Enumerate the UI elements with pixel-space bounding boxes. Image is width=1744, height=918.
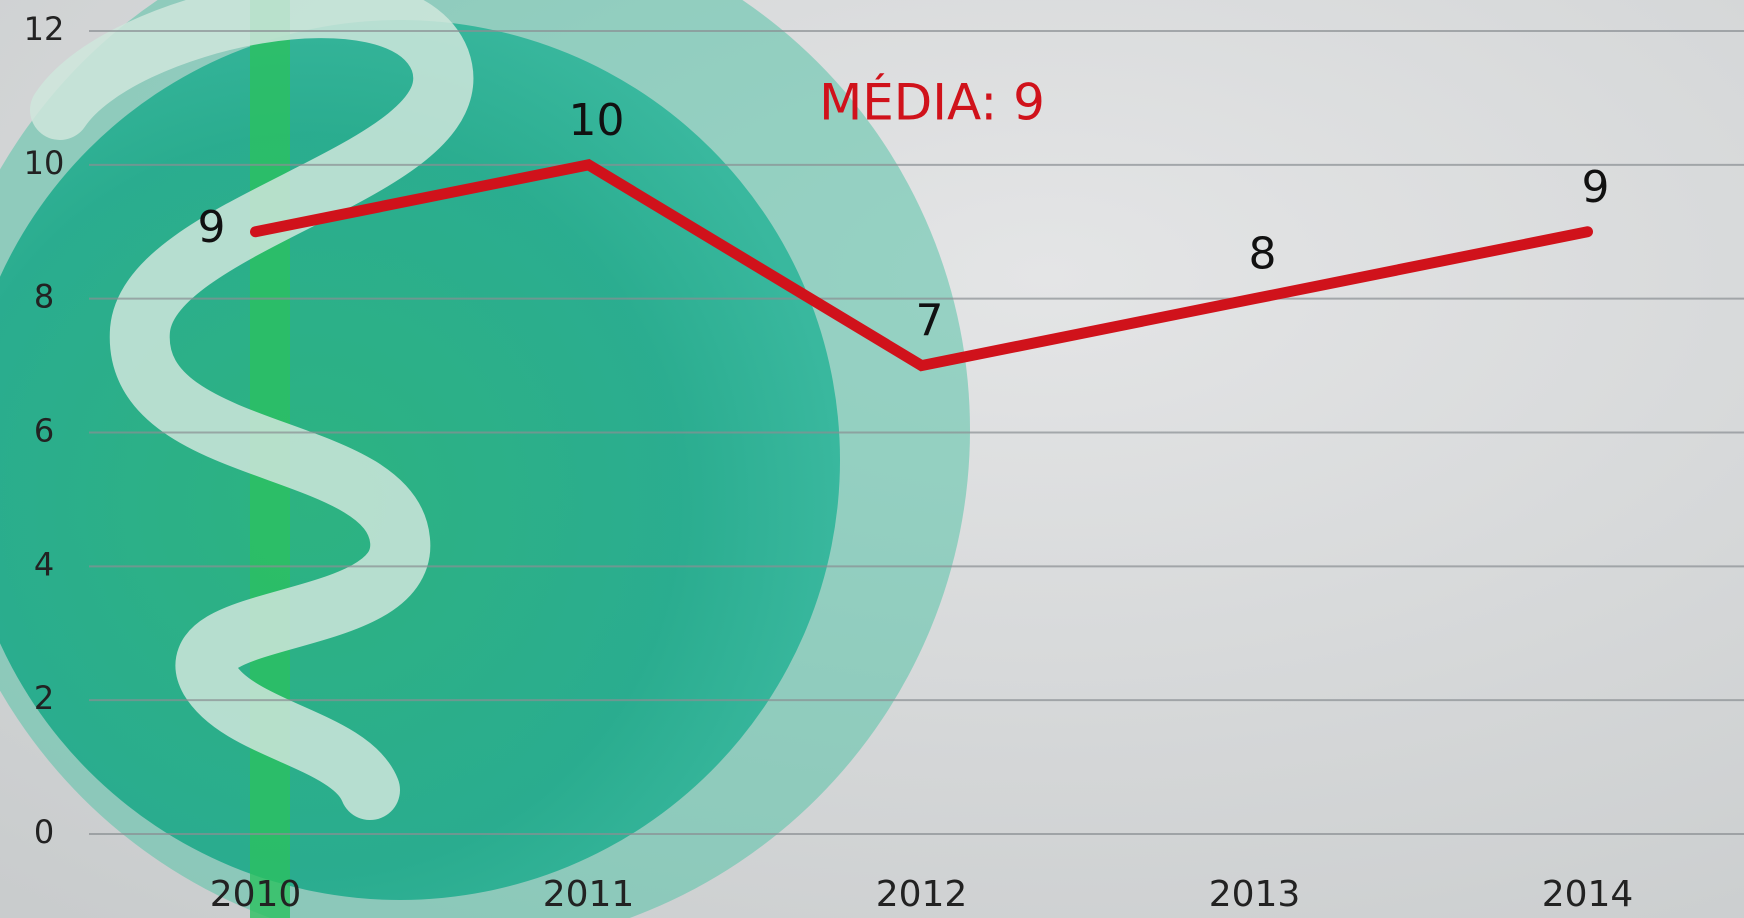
- y-tick-label: 2: [34, 679, 54, 717]
- data-label: 8: [1249, 229, 1277, 280]
- x-tick-label: 2011: [543, 874, 635, 915]
- annotation: MÉDIA: 9: [819, 73, 1045, 132]
- data-label: 7: [916, 296, 944, 347]
- y-tick-label: 4: [34, 545, 54, 583]
- data-label: 10: [569, 95, 625, 146]
- y-tick-label: 6: [34, 412, 54, 450]
- y-tick-label: 8: [34, 278, 54, 316]
- x-tick-label: 2012: [876, 874, 968, 915]
- y-tick-label: 10: [24, 144, 65, 182]
- x-tick-label: 2014: [1542, 874, 1634, 915]
- x-tick-label: 2013: [1209, 874, 1301, 915]
- data-label: 9: [1582, 162, 1610, 213]
- y-tick-label: 12: [24, 10, 65, 48]
- chart: 0 2 4 6 8 10 12 2010 2011 2012 2013 2014 9 10 7 8 9 MÉDI…: [0, 0, 1744, 918]
- data-label: 9: [198, 202, 226, 253]
- x-tick-label: 2010: [210, 874, 302, 915]
- page: 0 2 4 6 8 10 12 2010 2011 2012 2013 2014 9 10 7 8 9 MÉDI…: [0, 0, 1744, 918]
- y-tick-label: 0: [34, 813, 54, 851]
